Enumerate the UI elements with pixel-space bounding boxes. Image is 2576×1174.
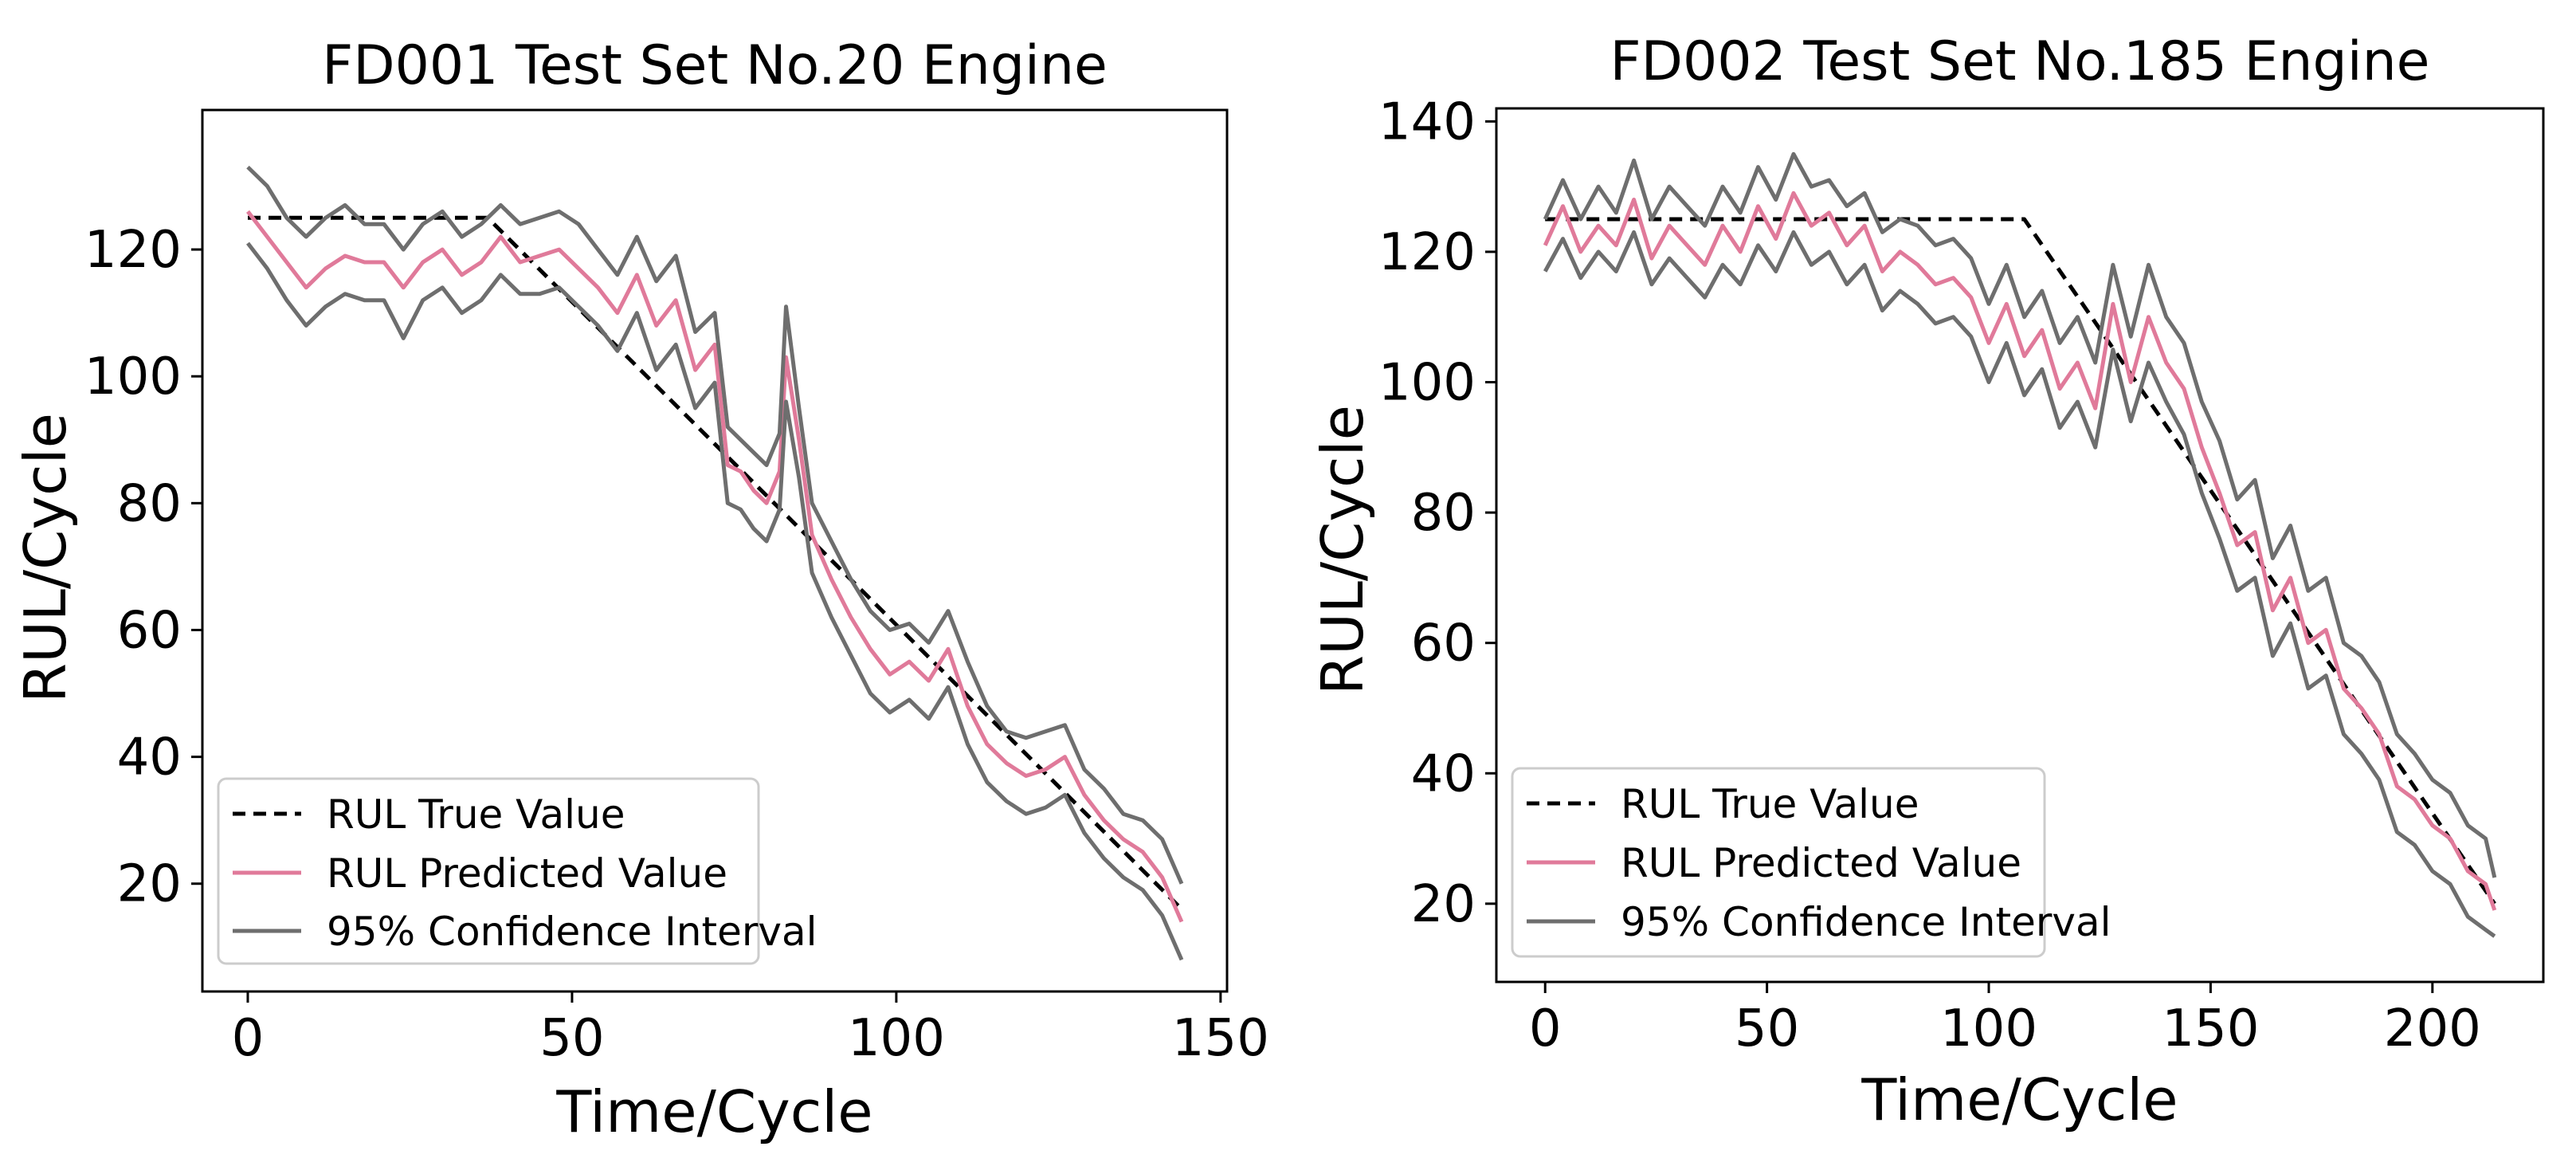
y-tick-label: 100 bbox=[84, 347, 182, 406]
x-axis-label: Time/Cycle bbox=[1860, 1066, 2178, 1133]
tick-group: 0 50 100 150 200 20 40 60 80 100 120 140 bbox=[1378, 92, 2481, 1058]
y-axis-label: RUL/Cycle bbox=[1309, 405, 1376, 695]
plot-area bbox=[246, 165, 1184, 961]
series-line-interval-lower bbox=[1543, 230, 2496, 938]
legend: RUL True Value RUL Predicted Value 95% C… bbox=[217, 777, 817, 965]
series-line-predicted bbox=[1543, 190, 2497, 911]
axes-frame bbox=[201, 108, 1229, 993]
y-axis-label: RUL/Cycle bbox=[12, 413, 79, 703]
series-line-interval-lower bbox=[246, 241, 1184, 961]
x-tick-label: 200 bbox=[2384, 999, 2481, 1058]
y-tick-label: 120 bbox=[84, 221, 182, 280]
x-tick-label: 50 bbox=[539, 1009, 604, 1068]
legend-label-interval: 95% Confidence Interval bbox=[327, 909, 817, 955]
y-tick-label: 120 bbox=[1378, 223, 1476, 282]
x-axis-label: Time/Cycle bbox=[555, 1078, 872, 1145]
y-tick-label: 140 bbox=[1378, 92, 1476, 151]
y-tick-label: 20 bbox=[117, 855, 182, 914]
legend-label-interval: 95% Confidence Interval bbox=[1621, 899, 2111, 945]
y-tick-label: 80 bbox=[117, 474, 182, 533]
x-tick-label: 0 bbox=[232, 1009, 265, 1068]
x-tick-label: 0 bbox=[1529, 999, 1562, 1058]
legend-label-true: RUL True Value bbox=[1621, 781, 1919, 827]
y-tick-label: 60 bbox=[1411, 614, 1476, 673]
x-tick-label: 150 bbox=[2162, 999, 2259, 1058]
legend: RUL True Value RUL Predicted Value 95% C… bbox=[1511, 767, 2111, 958]
y-tick-label: 40 bbox=[117, 728, 182, 787]
y-tick-label: 40 bbox=[1411, 744, 1476, 803]
x-tick-label: 150 bbox=[1172, 1009, 1269, 1068]
chart-title: FD001 Test Set No.20 Engine bbox=[322, 34, 1108, 97]
x-tick-label: 100 bbox=[848, 1009, 945, 1068]
series-line-interval-upper bbox=[246, 165, 1184, 885]
tick-group: 0 50 100 150 20 40 60 80 100 120 bbox=[84, 221, 1269, 1068]
y-tick-label: 20 bbox=[1411, 875, 1476, 934]
series-line-predicted bbox=[246, 210, 1184, 923]
y-tick-label: 100 bbox=[1378, 354, 1476, 413]
axes-frame bbox=[1495, 107, 2545, 984]
x-tick-label: 100 bbox=[1940, 999, 2037, 1058]
legend-label-predicted: RUL Predicted Value bbox=[1621, 840, 2021, 886]
chart-fd002: FD002 Test Set No.185 Engine Time/Cycle … bbox=[1309, 30, 2545, 1133]
chart-title: FD002 Test Set No.185 Engine bbox=[1610, 30, 2429, 93]
y-tick-label: 60 bbox=[117, 601, 182, 660]
legend-box bbox=[1511, 767, 2046, 958]
chart-fd001: FD001 Test Set No.20 Engine Time/Cycle R… bbox=[12, 34, 1269, 1145]
legend-label-predicted: RUL Predicted Value bbox=[327, 850, 727, 897]
legend-label-true: RUL True Value bbox=[327, 791, 625, 838]
x-tick-label: 50 bbox=[1735, 999, 1799, 1058]
series-line-interval-upper bbox=[1543, 151, 2497, 878]
y-tick-label: 80 bbox=[1411, 484, 1476, 543]
plot-area bbox=[1543, 151, 2497, 938]
legend-box bbox=[217, 777, 760, 965]
series-line-true bbox=[1545, 217, 2496, 905]
